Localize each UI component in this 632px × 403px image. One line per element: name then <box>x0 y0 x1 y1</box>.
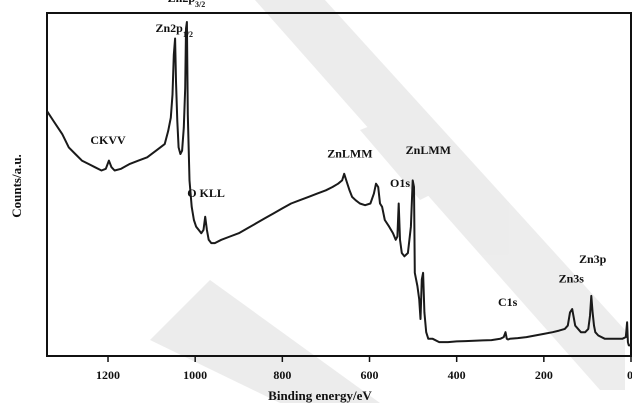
annotation-c1s: C1s <box>498 295 518 309</box>
spectrum-line <box>46 21 631 347</box>
x-tick-label-0: 0 <box>627 368 632 382</box>
annotation-o1s: O1s <box>390 176 410 190</box>
annotation-ckvv: CKVV <box>90 133 126 147</box>
x-tick-label-800: 800 <box>273 368 291 382</box>
x-axis-title: Binding energy/eV <box>268 388 372 403</box>
x-tick-label-600: 600 <box>361 368 379 382</box>
annotation-zn3s: Zn3s <box>559 272 585 286</box>
x-tick-label-200: 200 <box>535 368 553 382</box>
annotation-zn3p: Zn3p <box>579 252 607 266</box>
annotation-okll: O KLL <box>187 186 225 200</box>
x-tick-label-1000: 1000 <box>183 368 207 382</box>
annotation-zn2p32: Zn2p3/2 <box>168 0 206 9</box>
plot-frame <box>46 12 632 357</box>
y-axis-title: Counts/a.u. <box>9 154 24 218</box>
annotation-znlmm1: ZnLMM <box>327 146 372 160</box>
x-tick-label-1200: 1200 <box>96 368 120 382</box>
x-tick-label-400: 400 <box>448 368 466 382</box>
annotation-znlmm2: ZnLMM <box>406 143 451 157</box>
x-axis-ticks: 1200 1000 800 600 400 200 0 <box>96 356 632 382</box>
watermark <box>150 0 625 403</box>
